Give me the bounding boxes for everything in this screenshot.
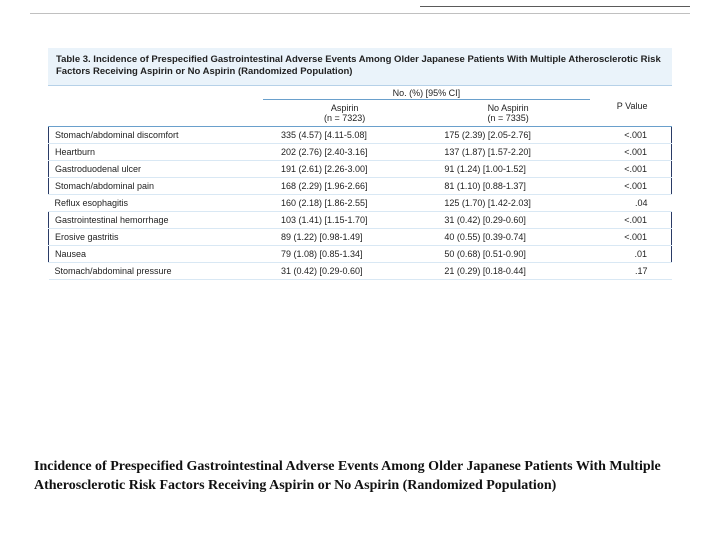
cell-pvalue: <.001 (590, 143, 672, 160)
cell-pvalue: <.001 (590, 160, 672, 177)
cell-pvalue: .17 (590, 262, 672, 279)
cell-aspirin: 79 (1.08) [0.85-1.34] (263, 245, 426, 262)
cell-noaspirin: 21 (0.29) [0.18-0.44] (426, 262, 589, 279)
cell-event: Stomach/abdominal pressure (49, 262, 263, 279)
cell-aspirin: 191 (2.61) [2.26-3.00] (263, 160, 426, 177)
cell-event: Heartburn (49, 143, 263, 160)
cell-event: Gastrointestinal hemorrhage (49, 211, 263, 228)
col-aspirin: Aspirin (n = 7323) (263, 99, 426, 126)
table-row: Gastrointestinal hemorrhage103 (1.41) [1… (49, 211, 672, 228)
cell-noaspirin: 91 (1.24) [1.00-1.52] (426, 160, 589, 177)
cell-noaspirin: 50 (0.68) [0.51-0.90] (426, 245, 589, 262)
cell-event: Reflux esophagitis (49, 194, 263, 211)
table-row: Stomach/abdominal pressure31 (0.42) [0.2… (49, 262, 672, 279)
table-row: Reflux esophagitis160 (2.18) [1.86-2.55]… (49, 194, 672, 211)
super-header: No. (%) [95% CI] (263, 86, 590, 100)
table-row: Nausea79 (1.08) [0.85-1.34]50 (0.68) [0.… (49, 245, 672, 262)
slide-caption: Incidence of Prespecified Gastrointestin… (34, 458, 680, 496)
col-pvalue: P Value (590, 86, 672, 127)
cell-pvalue: <.001 (590, 177, 672, 194)
table-body: Stomach/abdominal discomfort335 (4.57) [… (49, 126, 672, 279)
table-row: Stomach/abdominal discomfort335 (4.57) [… (49, 126, 672, 143)
cell-pvalue: <.001 (590, 228, 672, 245)
cell-aspirin: 202 (2.76) [2.40-3.16] (263, 143, 426, 160)
cell-noaspirin: 137 (1.87) [1.57-2.20] (426, 143, 589, 160)
cell-pvalue: .01 (590, 245, 672, 262)
table-row: Gastroduodenal ulcer191 (2.61) [2.26-3.0… (49, 160, 672, 177)
cell-aspirin: 168 (2.29) [1.96-2.66] (263, 177, 426, 194)
cell-noaspirin: 175 (2.39) [2.05-2.76] (426, 126, 589, 143)
cell-pvalue: .04 (590, 194, 672, 211)
table-container: Table 3. Incidence of Prespecified Gastr… (48, 48, 672, 280)
cell-aspirin: 89 (1.22) [0.98-1.49] (263, 228, 426, 245)
table-title-band: Table 3. Incidence of Prespecified Gastr… (48, 48, 672, 86)
table-title: Table 3. Incidence of Prespecified Gastr… (56, 54, 664, 79)
cell-aspirin: 335 (4.57) [4.11-5.08] (263, 126, 426, 143)
cell-event: Gastroduodenal ulcer (49, 160, 263, 177)
cell-aspirin: 31 (0.42) [0.29-0.60] (263, 262, 426, 279)
table-row: Erosive gastritis89 (1.22) [0.98-1.49]40… (49, 228, 672, 245)
cell-noaspirin: 125 (1.70) [1.42-2.03] (426, 194, 589, 211)
data-table: No. (%) [95% CI] P Value Aspirin (n = 73… (48, 86, 672, 280)
cell-event: Erosive gastritis (49, 228, 263, 245)
table-head: No. (%) [95% CI] P Value Aspirin (n = 73… (49, 86, 672, 127)
cell-pvalue: <.001 (590, 126, 672, 143)
cell-aspirin: 160 (2.18) [1.86-2.55] (263, 194, 426, 211)
slide-top-rule (0, 0, 720, 14)
cell-aspirin: 103 (1.41) [1.15-1.70] (263, 211, 426, 228)
cell-pvalue: <.001 (590, 211, 672, 228)
col-noaspirin: No Aspirin (n = 7335) (426, 99, 589, 126)
table-row: Heartburn202 (2.76) [2.40-3.16]137 (1.87… (49, 143, 672, 160)
cell-event: Nausea (49, 245, 263, 262)
cell-noaspirin: 81 (1.10) [0.88-1.37] (426, 177, 589, 194)
cell-event: Stomach/abdominal pain (49, 177, 263, 194)
cell-noaspirin: 40 (0.55) [0.39-0.74] (426, 228, 589, 245)
cell-event: Stomach/abdominal discomfort (49, 126, 263, 143)
table-row: Stomach/abdominal pain168 (2.29) [1.96-2… (49, 177, 672, 194)
cell-noaspirin: 31 (0.42) [0.29-0.60] (426, 211, 589, 228)
